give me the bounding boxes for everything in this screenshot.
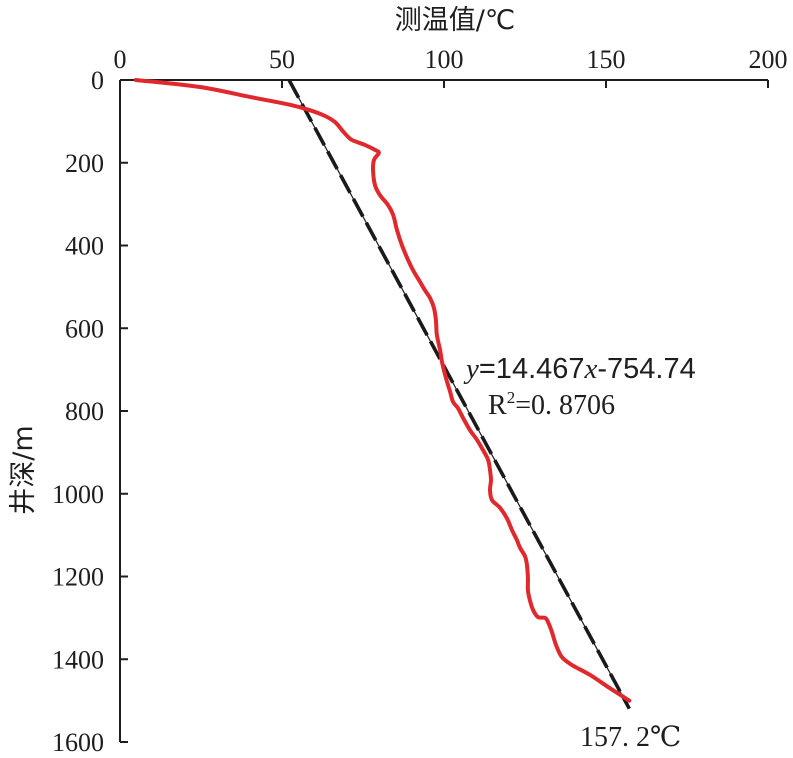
equation-part2: -754.74 <box>597 353 695 385</box>
fit-line-group <box>287 79 631 710</box>
y-tick-label: 1400 <box>52 645 104 674</box>
fit-line-dashed <box>287 79 631 710</box>
y-tick-label: 800 <box>65 397 104 426</box>
r-squared-sup: 2 <box>507 388 516 407</box>
y-tick-label: 600 <box>65 314 104 343</box>
x-axis-title: 测温值/℃ <box>395 5 515 36</box>
x-tick-label: 0 <box>114 45 127 74</box>
x-tick-label: 200 <box>749 45 788 74</box>
equation-y-var: y <box>463 353 479 385</box>
r-squared: R2=0. 8706 <box>488 388 615 421</box>
measured-temperature-line <box>133 78 632 703</box>
x-ticks: 0 50 100 150 200 <box>114 45 788 88</box>
y-tick-label: 400 <box>65 232 104 261</box>
end-temperature-label: 157. 2℃ <box>580 722 681 753</box>
equation-x-var: x <box>584 353 598 385</box>
x-tick-label: 100 <box>425 45 464 74</box>
y-tick-label: 1000 <box>52 480 104 509</box>
y-tick-label: 0 <box>91 66 104 95</box>
y-tick-label: 1200 <box>52 563 104 592</box>
y-tick-label: 1600 <box>52 728 104 757</box>
axes <box>119 79 768 742</box>
r-squared-value: =0. 8706 <box>515 390 615 421</box>
y-axis-title: 井深/m <box>8 425 39 514</box>
y-tick-label: 200 <box>65 149 104 178</box>
r-squared-symbol: R <box>488 390 507 421</box>
y-ticks: 0 200 400 600 800 1000 1200 1400 1600 <box>52 66 128 757</box>
fit-equation: y=14.467x-754.74 <box>463 353 696 385</box>
x-tick-label: 150 <box>587 45 626 74</box>
equation-part1: =14.467 <box>479 353 585 385</box>
x-tick-label: 50 <box>269 45 295 74</box>
series-group <box>133 78 632 703</box>
